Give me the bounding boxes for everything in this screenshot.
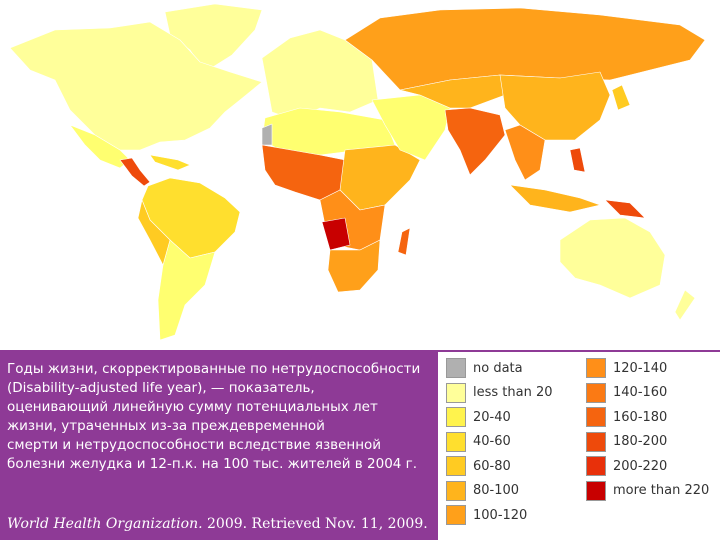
legend-label: 20-40 [473,409,511,425]
europe [261,29,379,121]
legend-item: 140-160 [586,381,667,405]
legend-swatch [586,407,606,427]
southern-africa [327,239,381,293]
legend-swatch [446,431,466,452]
legend-label: 100-120 [473,507,528,523]
legend-item: no data [446,356,523,380]
legend-item: 120-140 [586,356,667,380]
legend-swatch [446,480,466,501]
legend-item: 180-200 [586,430,667,454]
caribbean [149,154,191,171]
sahara-west [261,123,273,146]
citation-text: 2009. Retrieved Nov. 11, 2009. [207,516,428,532]
description-line: (Disability-adjusted life year), — показ… [7,380,315,396]
central-america [119,157,151,187]
southeast-asia [504,124,546,181]
australia [559,217,666,299]
new-guinea [604,199,646,219]
legend: no data less than 20 20-40 40-60 60-80 80-100… [438,352,720,540]
korea-japan [611,84,631,111]
citation: World Health Organization. 2009. Retriev… [7,516,428,532]
angola [321,217,351,251]
description-line: смерти и нетрудоспособности вследствие я… [7,437,382,453]
legend-label: 160-180 [613,409,668,425]
legend-item: 20-40 [446,405,511,429]
legend-item: 40-60 [446,430,511,454]
legend-label: no data [473,360,523,376]
central-asia [399,74,506,109]
legend-item: less than 20 [446,381,553,405]
legend-label: 80-100 [473,483,520,498]
legend-item: 160-180 [586,405,667,429]
legend-swatch [446,407,466,427]
legend-label: 140-160 [613,385,668,400]
legend-swatch [586,480,606,501]
legend-label: less than 20 [473,385,553,400]
indonesia [509,184,601,213]
india [444,107,506,176]
china [499,71,611,141]
legend-label: 200-220 [613,458,668,474]
legend-swatch [586,456,606,476]
legend-swatch [446,382,466,403]
south-america-south [157,239,216,341]
legend-label: 60-80 [473,458,511,474]
world-map [9,3,706,341]
legend-item: 100-120 [446,503,527,527]
description-line: оценивающий линейную сумму потенциальных… [7,399,378,415]
description-line: жизни, утраченных из-за преждевременной [7,418,325,434]
legend-label: 180-200 [613,434,668,449]
legend-label: 40-60 [473,434,511,449]
east-africa [339,144,421,211]
madagascar [397,227,411,256]
legend-item: 60-80 [446,454,511,478]
description-line: Годы жизни, скорректированные по нетрудо… [7,361,421,377]
legend-swatch [586,382,606,403]
philippines [569,147,586,173]
legend-label: more than 220 [613,483,710,498]
new-zealand [674,289,696,321]
description-line: болезни желудка и 12-п.к. на 100 тыс. жи… [7,456,418,472]
legend-swatch [586,431,606,452]
legend-label: 120-140 [613,360,668,376]
legend-item: 80-100 [446,479,519,503]
legend-item: more than 220 [586,479,709,503]
south-america-west [137,199,171,266]
north-america [9,21,263,151]
legend-swatch [446,505,466,525]
legend-swatch [446,456,466,476]
legend-item: 200-220 [586,454,667,478]
legend-swatch [586,358,606,378]
description: Годы жизни, скорректированные по нетрудо… [7,360,435,474]
citation-organization: World Health Organization. [7,516,203,532]
legend-swatch [446,358,466,378]
